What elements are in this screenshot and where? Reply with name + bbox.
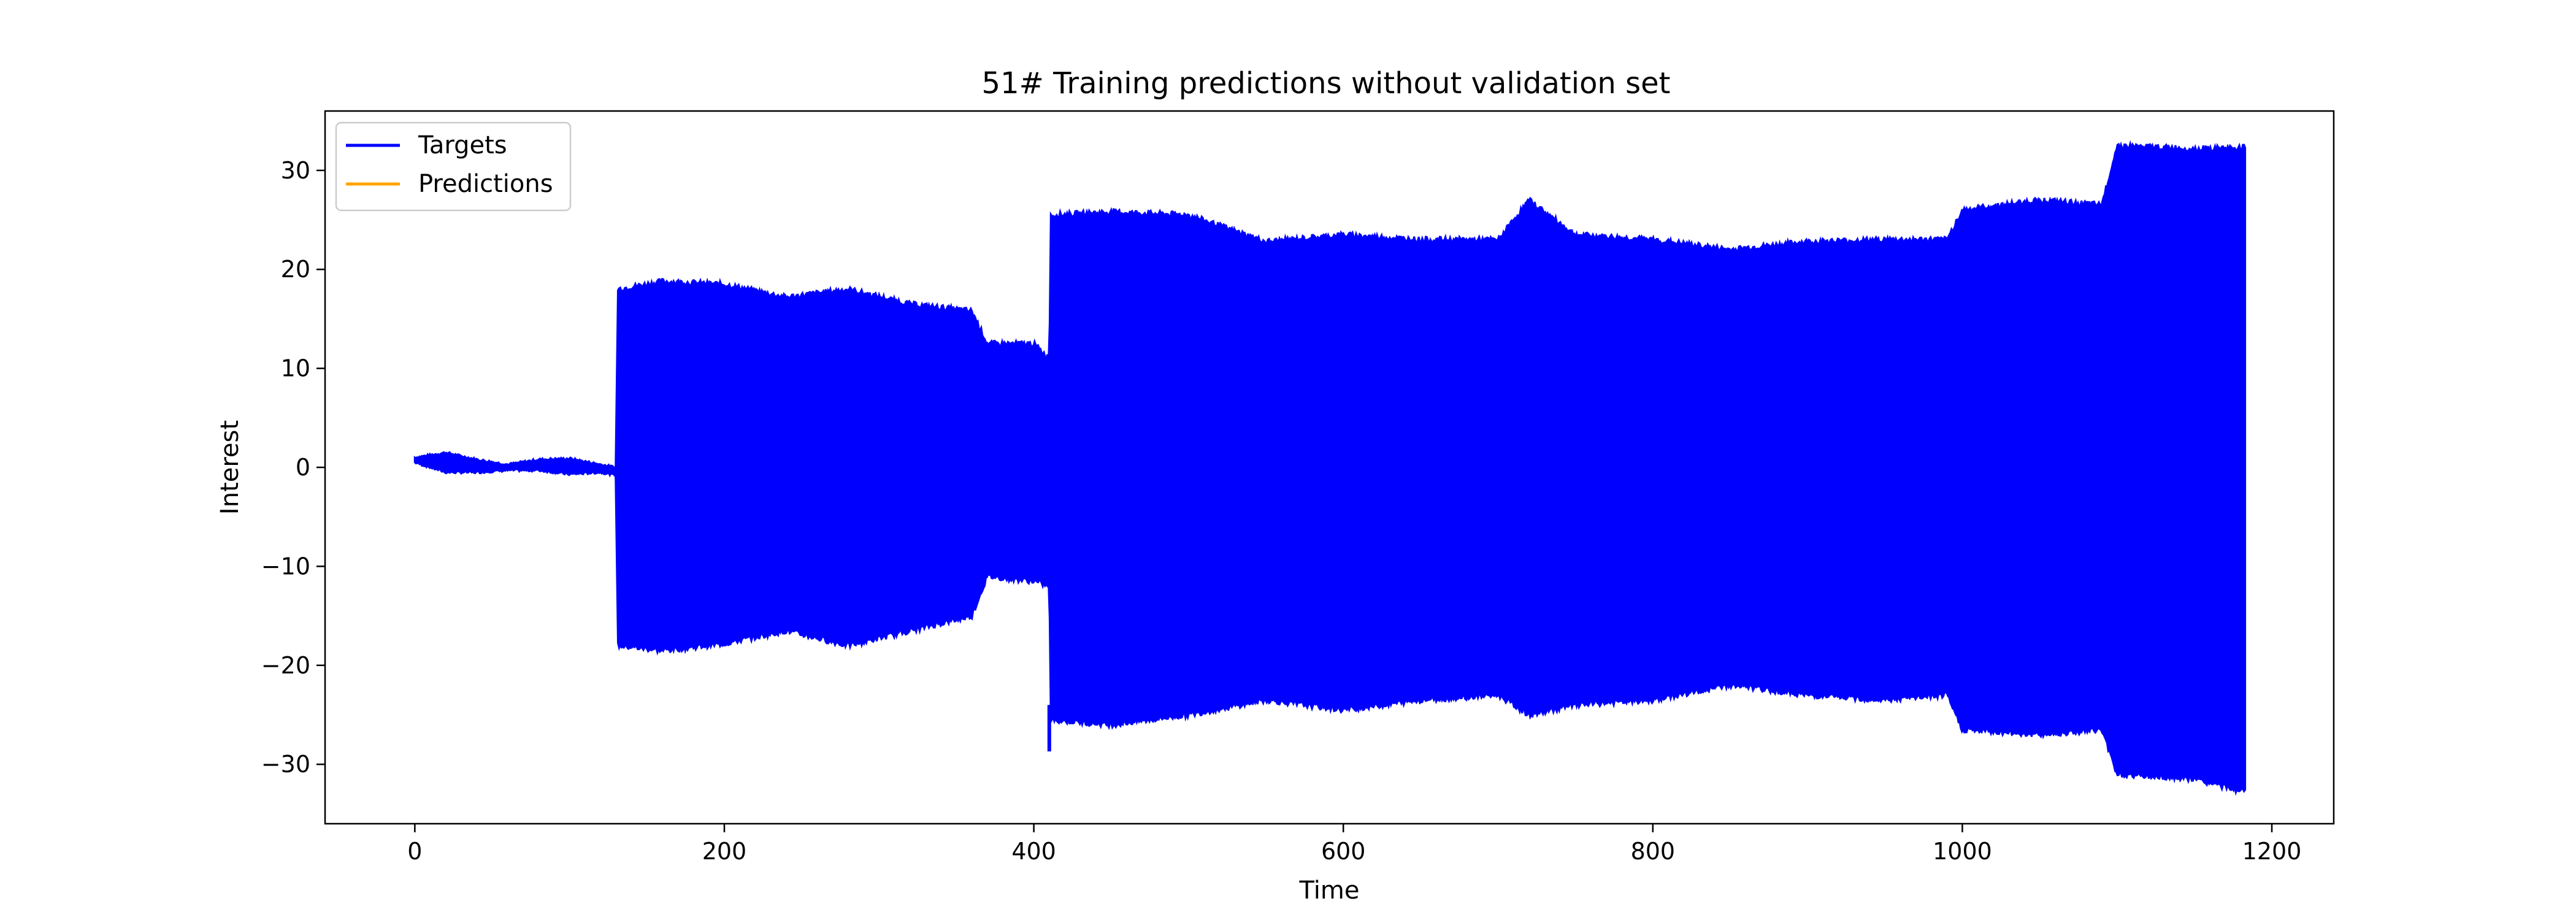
x-tick-label: 0 bbox=[407, 838, 422, 865]
y-tick-label: −20 bbox=[261, 652, 310, 679]
y-tick-label: 0 bbox=[296, 454, 310, 481]
x-axis: 0 200 400 600 800 1000 1200 bbox=[407, 824, 2301, 865]
y-tick-label: 20 bbox=[281, 256, 310, 283]
x-tick-label: 600 bbox=[1321, 838, 1366, 865]
y-tick-label: −10 bbox=[261, 553, 310, 580]
x-tick-label: 200 bbox=[702, 838, 747, 865]
y-tick-label: −30 bbox=[261, 751, 310, 778]
x-tick-label: 400 bbox=[1011, 838, 1056, 865]
targets-signal-band bbox=[413, 140, 2247, 796]
y-axis: −30 −20 −10 0 10 20 30 bbox=[261, 157, 325, 778]
x-axis-label: Time bbox=[1299, 876, 1360, 905]
y-tick-label: 30 bbox=[281, 157, 310, 184]
x-tick-label: 1000 bbox=[1933, 838, 1992, 865]
y-axis-label: Interest bbox=[216, 420, 244, 515]
chart-title: 51# Training predictions without validat… bbox=[982, 66, 1671, 101]
plot-area bbox=[324, 110, 2335, 825]
y-tick-label: 10 bbox=[281, 355, 310, 382]
legend: Targets Predictions bbox=[335, 121, 572, 212]
x-tick-label: 800 bbox=[1631, 838, 1676, 865]
legend-label-predictions: Predictions bbox=[418, 170, 553, 198]
legend-label-targets: Targets bbox=[418, 131, 507, 159]
x-tick-label: 1200 bbox=[2242, 838, 2302, 865]
